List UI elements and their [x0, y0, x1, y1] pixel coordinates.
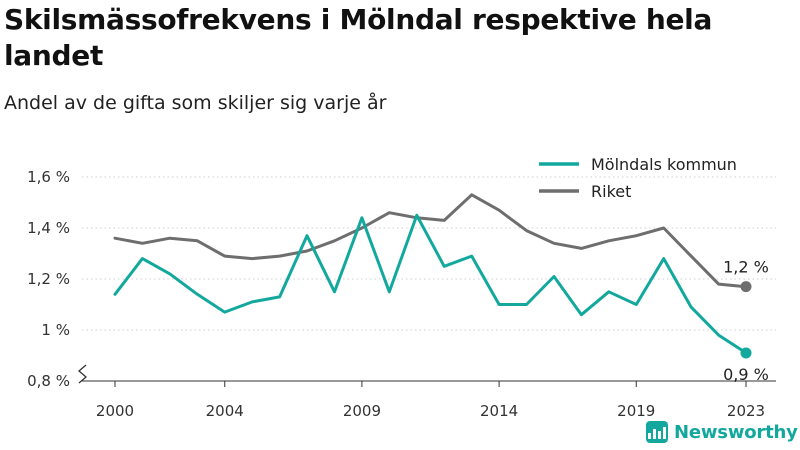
x-tick-label: 2019 — [617, 402, 655, 420]
series-end-label: 0,9 % — [723, 365, 769, 384]
axis-break-icon — [78, 364, 87, 384]
x-tick-label: 2004 — [206, 402, 244, 420]
legend-label: Riket — [591, 182, 631, 201]
y-tick-label: 1,2 % — [27, 270, 70, 288]
x-tick-label: 2014 — [480, 402, 518, 420]
chart-subtitle: Andel av de gifta som skiljer sig varje … — [4, 92, 387, 114]
y-tick-label: 1,4 % — [27, 219, 70, 237]
y-tick-label: 1,6 % — [27, 168, 70, 186]
x-tick-label: 2009 — [343, 402, 381, 420]
y-tick-label: 1 % — [41, 321, 70, 339]
x-tick-label: 2000 — [96, 402, 134, 420]
brand-name: Newsworthy — [674, 421, 798, 443]
newsworthy-brand: Newsworthy — [646, 418, 798, 446]
series-line — [113, 213, 748, 355]
y-tick-label: 0,8 % — [27, 372, 70, 390]
chart-title: Skilsmässofrekvens i Mölndal respektive … — [4, 3, 713, 72]
series-end-label: 1,2 % — [723, 258, 769, 277]
x-tick-label: 2023 — [727, 402, 765, 420]
series-line — [113, 193, 748, 289]
series-end-marker — [740, 281, 752, 293]
bar-chart-logo-icon — [646, 421, 668, 443]
series-end-marker — [740, 347, 752, 359]
legend-label: Mölndals kommun — [591, 155, 737, 174]
